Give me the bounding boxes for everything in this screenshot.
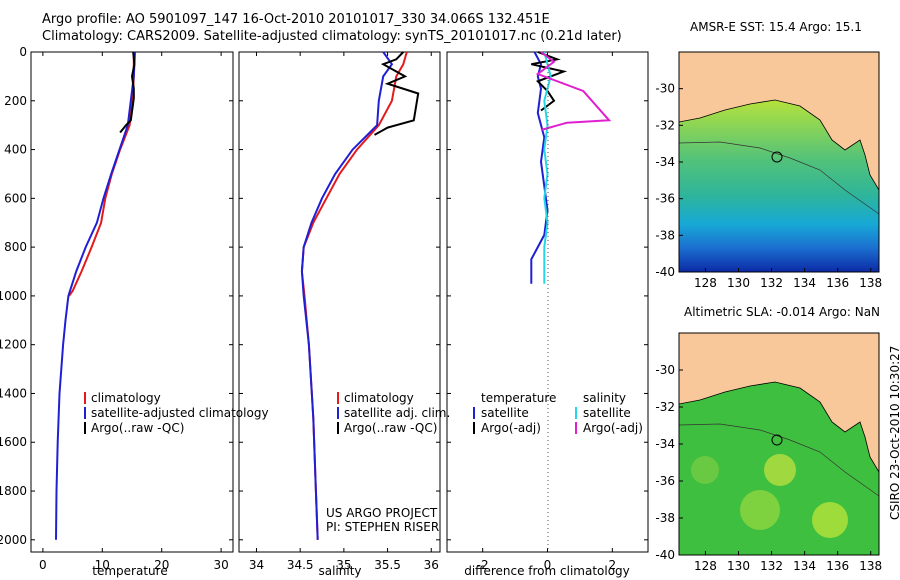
sla-map xyxy=(679,333,879,555)
legend-label: climatology xyxy=(91,391,161,405)
map-y-tick-label: -32 xyxy=(655,118,675,132)
difference-axis-label: difference from climatology xyxy=(464,564,630,578)
salinity-axes xyxy=(238,51,441,553)
y-tick-label: 1600 xyxy=(0,435,27,449)
map-x-tick-label: 134 xyxy=(793,559,816,573)
temperature-axes xyxy=(30,51,234,553)
y-tick-label: 1800 xyxy=(0,484,27,498)
anomaly-blob xyxy=(691,456,719,484)
y-tick-label: 800 xyxy=(4,240,27,254)
map-y-tick-label: -40 xyxy=(655,265,675,279)
coastline xyxy=(679,99,879,191)
temperature-legend: climatology satellite-adjusted climatolo… xyxy=(84,391,269,435)
difference-legend: temperature satellite Argo(-adj) salinit… xyxy=(473,391,643,435)
legend-label: satellite-adjusted climatology xyxy=(91,406,269,420)
legend-heading: salinity xyxy=(583,391,626,405)
x-tick-label: -2 xyxy=(477,558,489,572)
map-x-tick-label: 130 xyxy=(727,276,750,290)
x-tick-label: 34.5 xyxy=(287,558,314,572)
argo-location-marker xyxy=(771,151,783,163)
x-tick-label: 35 xyxy=(336,558,351,572)
x-tick-label: 2 xyxy=(609,558,617,572)
y-tick-label: 0 xyxy=(19,45,27,59)
series-line-salinity-argo-adj- xyxy=(535,51,612,131)
map-x-tick-label: 128 xyxy=(694,276,717,290)
y-tick-label: 200 xyxy=(4,94,27,108)
sst-map xyxy=(679,52,879,272)
salinity-legend: climatology satellite adj. clim. Argo(..… xyxy=(337,391,450,435)
salinity-axis-label: salinity xyxy=(318,564,361,578)
map-x-tick-label: 134 xyxy=(793,276,816,290)
argo-location-marker xyxy=(771,434,783,446)
x-tick-label: 0 xyxy=(544,558,552,572)
legend-label: Argo(-adj) xyxy=(481,421,541,435)
legend-label: Argo(-adj) xyxy=(583,421,643,435)
pi-credit: PI: STEPHEN RISER xyxy=(326,520,439,534)
shelf-contour xyxy=(679,423,879,497)
shelf-contour xyxy=(679,141,879,215)
map-x-tick-label: 138 xyxy=(859,276,882,290)
series-line-satellite-adjusted-climatology xyxy=(55,51,136,540)
figure-title-line-1: Argo profile: AO 5901097_147 16-Oct-2010… xyxy=(42,12,550,27)
legend-label: Argo(..raw -QC) xyxy=(344,421,437,435)
map-y-tick-label: -34 xyxy=(655,155,675,169)
map-y-tick-label: -32 xyxy=(655,400,675,414)
map-y-tick-label: -38 xyxy=(655,511,675,525)
map-x-tick-label: 128 xyxy=(694,559,717,573)
map-y-tick-label: -38 xyxy=(655,228,675,242)
x-tick-label: 35.5 xyxy=(374,558,401,572)
map-x-tick-label: 132 xyxy=(760,559,783,573)
map-x-tick-label: 136 xyxy=(826,276,849,290)
y-tick-label: 1200 xyxy=(0,338,27,352)
figure-title-line-2: Climatology: CARS2009. Satellite-adjuste… xyxy=(42,29,622,44)
y-tick-label: 2000 xyxy=(0,533,27,547)
y-tick-label: 1000 xyxy=(0,289,27,303)
map-x-tick-label: 130 xyxy=(727,559,750,573)
legend-heading: temperature xyxy=(481,391,556,405)
anomaly-blob xyxy=(812,502,848,538)
legend-label: climatology xyxy=(344,391,414,405)
temperature-axis-label: temperature xyxy=(92,564,167,578)
map-y-tick-label: -34 xyxy=(655,437,675,451)
series-line-argo-raw-qc- xyxy=(374,51,420,136)
series-line-argo-raw-qc- xyxy=(119,51,136,134)
legend-label: satellite xyxy=(481,406,529,420)
x-tick-label: 34 xyxy=(249,558,264,572)
x-tick-label: 20 xyxy=(154,558,169,572)
project-credit: US ARGO PROJECT xyxy=(326,506,438,520)
y-tick-label: 1400 xyxy=(0,386,27,400)
legend-label: satellite adj. clim. xyxy=(344,406,450,420)
sla-map-title: Altimetric SLA: -0.014 Argo: NaN xyxy=(684,305,881,319)
legend-label: satellite xyxy=(583,406,631,420)
map-x-tick-label: 132 xyxy=(760,276,783,290)
series-line-satellite-adj-clim- xyxy=(300,51,394,540)
y-tick-label: 400 xyxy=(4,143,27,157)
series-line-temperature-satellite xyxy=(530,51,549,284)
map-y-tick-label: -36 xyxy=(655,474,675,488)
y-tick-label: 600 xyxy=(4,191,27,205)
x-tick-label: 0 xyxy=(39,558,47,572)
coastline xyxy=(679,381,879,473)
x-tick-label: 30 xyxy=(213,558,228,572)
x-tick-label: 10 xyxy=(95,558,110,572)
map-x-tick-label: 138 xyxy=(859,559,882,573)
x-tick-label: 36 xyxy=(424,558,439,572)
map-x-tick-label: 136 xyxy=(826,559,849,573)
map-y-tick-label: -30 xyxy=(655,363,675,377)
map-y-tick-label: -36 xyxy=(655,192,675,206)
anomaly-blob xyxy=(740,490,780,530)
map-y-tick-label: -40 xyxy=(655,548,675,562)
anomaly-blob xyxy=(764,454,796,486)
map-y-tick-label: -30 xyxy=(655,82,675,96)
sst-map-title: AMSR-E SST: 15.4 Argo: 15.1 xyxy=(690,20,862,34)
legend-label: Argo(..raw -QC) xyxy=(91,421,184,435)
